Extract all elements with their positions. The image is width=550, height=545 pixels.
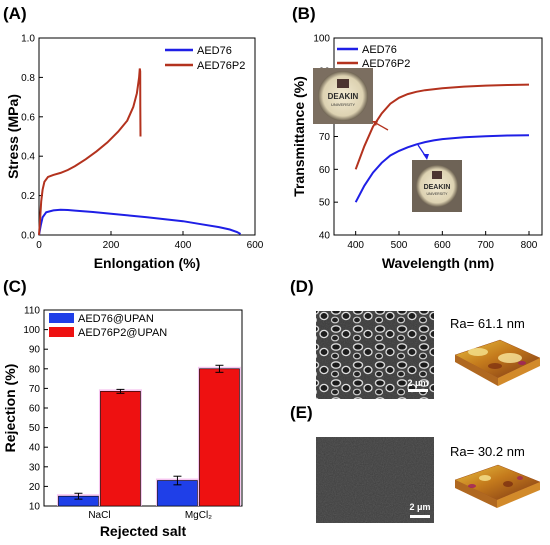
chart-c: 10 20 30 40 50 60 70 80 90 100 110 NaCl MgCl₂ AED76@U… [2, 306, 243, 539]
y-tick-label: 0.4 [21, 152, 35, 163]
badge-sub-aed76: UNIVERSITY [426, 192, 448, 196]
y-tick-label: 0.0 [21, 231, 35, 242]
bar-aed76p2@upan [199, 368, 240, 507]
y-tick-label: 100 [23, 325, 40, 336]
y-tick-label: 80 [29, 364, 41, 375]
x-tick-label: 500 [391, 240, 408, 251]
x-tick-label: 600 [434, 240, 451, 251]
membrane-photo-p2: DEAKIN UNIVERSITY [313, 68, 373, 124]
panel-a-label: (A) [3, 4, 27, 23]
y-tick-label: 0.2 [21, 191, 35, 202]
y-tick-label: 20 [29, 482, 41, 493]
x-tick-label: 400 [347, 240, 364, 251]
arrow-head-p2 [372, 121, 378, 126]
y-tick-label: 30 [29, 462, 41, 473]
x-axis-title: Wavelength (nm) [382, 255, 494, 271]
x-tick-label: NaCl [88, 510, 110, 521]
chart-a: 0.0 0.2 0.4 0.6 0.8 1.0 0 200 400 600 AED76 AED76P2… [5, 34, 264, 272]
y-tick-label: 100 [313, 34, 330, 45]
x-axis-title: Enlongation (%) [94, 255, 201, 271]
scale-bar-d: 2 μm [407, 378, 428, 388]
x-tick-label: 0 [36, 240, 42, 251]
legend-label: AED76P2@UPAN [78, 327, 167, 339]
y-axis-title: Transmittance (%) [291, 76, 307, 197]
scale-bar-e: 2 μm [409, 502, 430, 512]
series-line-aed76 [38, 208, 242, 236]
y-tick-label: 40 [319, 231, 331, 242]
sem-image-d: 2 μm [316, 311, 434, 399]
y-tick-label: 50 [29, 423, 41, 434]
roughness-d: Ra= 61.1 nm [450, 316, 525, 331]
afm-image-e [454, 464, 541, 508]
bar-aed76p2@upan [100, 391, 141, 507]
y-tick-label: 0.6 [21, 112, 35, 123]
panel-b-label: (B) [292, 4, 316, 23]
x-tick-label: 400 [175, 240, 192, 251]
y-tick-label: 50 [319, 198, 331, 209]
panel-d-label: (D) [290, 277, 314, 296]
legend-label: AED76P2 [362, 58, 410, 70]
y-axis-title: Stress (MPa) [5, 94, 21, 179]
panel-c-label: (C) [3, 277, 27, 296]
y-tick-label: 70 [29, 384, 41, 395]
series-line-aed76 [354, 134, 530, 203]
y-tick-label: 10 [29, 502, 41, 513]
plot-frame [38, 37, 256, 236]
y-tick-label: 1.0 [21, 34, 35, 45]
legend-swatch [49, 327, 74, 337]
x-tick-label: 800 [521, 240, 538, 251]
x-tick-label: 600 [247, 240, 264, 251]
x-tick-label: MgCl₂ [185, 510, 212, 521]
y-tick-label: 40 [29, 443, 41, 454]
chart-b: 405060708090100400500600700800AED76AED76… [291, 34, 543, 271]
legend-label: AED76 [362, 44, 397, 56]
legend-swatch [49, 313, 74, 323]
y-tick-label: 0.8 [21, 73, 35, 84]
y-tick-label: 60 [319, 165, 331, 176]
badge-name-p2: DEAKIN [328, 92, 359, 101]
x-tick-label: 700 [477, 240, 494, 251]
y-tick-label: 90 [29, 345, 41, 356]
badge-sub-p2: UNIVERSITY [331, 102, 355, 107]
legend-label: AED76 [197, 45, 232, 57]
membrane-photo-aed76: DEAKIN UNIVERSITY [412, 160, 462, 212]
series-line-aed76p2 [38, 68, 142, 236]
badge-name-aed76: DEAKIN [424, 184, 451, 191]
afm-image-d [454, 339, 541, 386]
y-axis-title: Rejection (%) [2, 364, 18, 453]
y-tick-label: 110 [24, 306, 40, 317]
y-tick-label: 60 [29, 404, 41, 415]
arrow-head-aed76 [423, 154, 429, 160]
roughness-e: Ra= 30.2 nm [450, 444, 525, 459]
panel-e-label: (E) [290, 403, 313, 422]
legend-label: AED76P2 [197, 60, 245, 72]
legend-label: AED76@UPAN [78, 313, 154, 325]
sem-image-e: 2 μm [316, 437, 434, 523]
y-tick-label: 70 [319, 132, 331, 143]
x-tick-label: 200 [103, 240, 120, 251]
x-axis-title: Rejected salt [100, 523, 187, 539]
